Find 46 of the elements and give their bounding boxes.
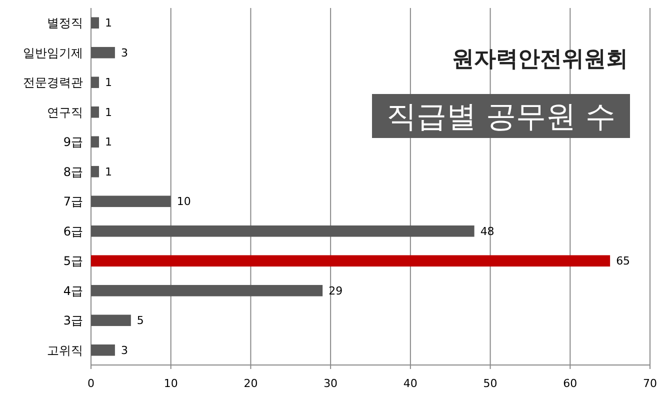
text: 직급별 공무원 수	[386, 100, 616, 134]
y-tick-label: 연구직	[47, 105, 83, 120]
bar	[91, 166, 99, 178]
x-tick-label: 30	[324, 377, 338, 390]
y-tick-label: 전문경력관	[23, 76, 83, 90]
data-label: 65	[616, 254, 630, 268]
y-tick-label: 8급	[63, 164, 83, 179]
x-tick-label: 70	[643, 377, 657, 390]
bar	[91, 225, 474, 237]
bar	[91, 196, 171, 208]
bar	[91, 106, 99, 118]
bar	[91, 284, 323, 296]
y-tick-label: 5급	[63, 254, 83, 268]
x-tick-label: 50	[483, 377, 498, 390]
bar	[91, 136, 99, 148]
bar	[91, 314, 131, 326]
data-label: 5	[136, 314, 144, 328]
data-label: 1	[104, 16, 112, 30]
x-tick-label: 60	[563, 377, 578, 390]
x-tick-label: 10	[164, 377, 178, 390]
y-tick-label: 일반임기제	[23, 46, 83, 60]
y-tick-label: 3급	[63, 314, 83, 328]
y-tick-label: 6급	[63, 224, 83, 238]
bar	[91, 344, 115, 356]
data-label: 48	[480, 224, 494, 238]
data-label: 3	[120, 46, 128, 60]
data-label: 3	[120, 344, 128, 357]
y-tick-label: 별정직	[47, 16, 83, 30]
y-tick-label: 고위직	[47, 343, 83, 358]
data-label: 1	[104, 106, 112, 119]
data-label: 1	[104, 136, 112, 149]
annotation: 원자력안전위원회	[452, 47, 628, 72]
x-tick-label: 40	[403, 377, 418, 390]
data-label: 29	[328, 284, 343, 298]
x-tick-label: 0	[88, 377, 94, 390]
bar	[91, 17, 99, 29]
x-tick-label: 20	[244, 377, 258, 390]
y-tick-label: 4급	[63, 284, 83, 298]
data-label: 10	[176, 195, 191, 208]
bar	[91, 46, 115, 58]
y-tick-label: 9급	[63, 135, 83, 150]
data-label: 1	[104, 165, 112, 178]
data-label: 1	[104, 76, 112, 90]
bar	[91, 76, 99, 88]
bar	[91, 255, 610, 267]
y-tick-label: 7급	[63, 194, 83, 209]
